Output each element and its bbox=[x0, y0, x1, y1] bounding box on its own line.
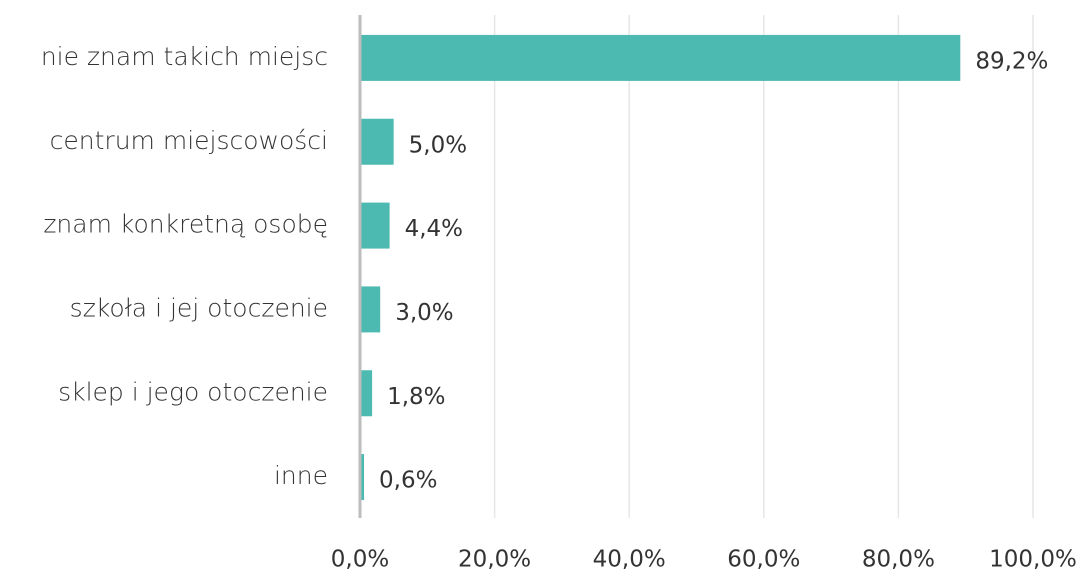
y-tick-label: szkoła i jej otoczenie bbox=[70, 293, 328, 322]
bar bbox=[360, 118, 394, 165]
bar bbox=[360, 454, 365, 501]
bar bbox=[360, 286, 381, 333]
x-tick-label: 60,0% bbox=[727, 547, 800, 573]
x-tick-label: 20,0% bbox=[458, 547, 531, 573]
x-tick-label: 0,0% bbox=[331, 547, 389, 573]
value-label: 4,4% bbox=[405, 216, 463, 242]
y-tick-label: inne bbox=[274, 461, 328, 490]
y-tick-label: znam konkretną osobę bbox=[43, 210, 328, 239]
x-tick-label: 40,0% bbox=[593, 547, 666, 573]
value-label: 5,0% bbox=[409, 132, 467, 158]
bar bbox=[360, 34, 961, 81]
y-tick-label: centrum miejscowości bbox=[50, 126, 328, 155]
bar bbox=[360, 370, 373, 417]
value-label: 89,2% bbox=[975, 48, 1048, 74]
y-tick-label: nie znam takich miejsc bbox=[41, 42, 328, 71]
bar bbox=[360, 202, 390, 249]
value-label: 1,8% bbox=[387, 384, 445, 410]
value-label: 0,6% bbox=[379, 468, 437, 494]
value-label: 3,0% bbox=[395, 300, 453, 326]
x-tick-label: 100,0% bbox=[989, 547, 1077, 573]
x-tick-label: 80,0% bbox=[862, 547, 935, 573]
y-tick-label: sklep i jego otoczenie bbox=[58, 377, 328, 406]
